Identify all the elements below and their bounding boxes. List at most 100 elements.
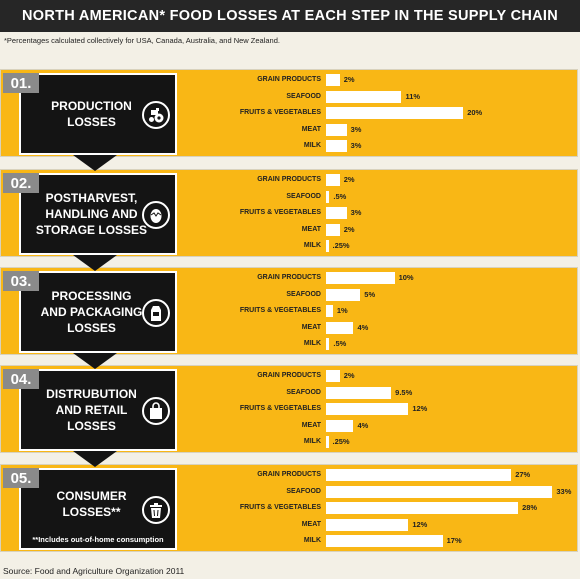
category-label: MILK <box>303 537 321 544</box>
stage-panel-1: PRODUCTION LOSSES 01. GRAIN PRODUCTS 2% SEAF… <box>0 69 578 157</box>
bar-row: SEAFOOD 5% <box>1 288 579 302</box>
value-label: .5% <box>333 339 347 348</box>
bar <box>326 485 553 498</box>
bar-row: MEAT 4% <box>1 419 579 433</box>
value-label: 28% <box>522 503 538 512</box>
bar-row: SEAFOOD .5% <box>1 190 579 204</box>
bar <box>326 107 464 119</box>
bar-row: MILK .25% <box>1 435 579 449</box>
value-label: 3% <box>350 124 362 134</box>
stage-title: CONSUMER LOSSES** <box>56 489 127 519</box>
stage-note: **Includes out-of-home consumption <box>32 535 164 544</box>
bar-row: MILK .25% <box>1 239 579 253</box>
bar-row: MILK 3% <box>1 139 579 153</box>
category-label: MILK <box>303 340 321 347</box>
shopping-bag-icon <box>142 397 170 425</box>
bar <box>326 190 330 203</box>
category-label: MEAT <box>301 421 321 429</box>
category-label: GRAIN PRODUCTS <box>257 372 321 379</box>
value-label: 2% <box>343 224 355 234</box>
bar-row: SEAFOOD 11% <box>1 90 579 104</box>
trash-can-icon <box>142 496 170 524</box>
bar <box>326 535 443 547</box>
value-label: .25% <box>332 241 350 250</box>
value-label: 5% <box>364 289 376 299</box>
bar <box>326 469 512 481</box>
bar-row: FRUITS & VEGETABLES 3% <box>1 206 579 220</box>
category-label: SEAFOOD <box>286 92 321 100</box>
stage-panel-3: PROCESSING AND PACKAGING LOSSES 03. GRAIN … <box>0 267 578 355</box>
bar <box>326 272 395 284</box>
bar <box>326 174 340 186</box>
value-label: 2% <box>343 75 355 84</box>
bar-row: MEAT 3% <box>1 123 579 137</box>
bar <box>326 436 329 448</box>
bar <box>326 140 347 152</box>
category-label: FRUITS & VEGETABLES <box>239 504 321 511</box>
value-label: 11% <box>405 91 421 101</box>
bar-row: FRUITS & VEGETABLES 20% <box>1 106 579 120</box>
bar-row: MILK 17% <box>1 534 579 548</box>
egg-icon <box>142 201 170 229</box>
tractor-icon <box>142 101 170 129</box>
bar <box>326 288 361 301</box>
bar <box>326 123 347 136</box>
stage-number: 05. <box>3 468 39 488</box>
value-label: 10% <box>398 273 414 282</box>
bar-row: GRAIN PRODUCTS 10% <box>1 271 579 285</box>
bar <box>326 240 329 252</box>
category-label: FRUITS & VEGETABLES <box>239 405 321 412</box>
value-label: 2% <box>343 175 355 184</box>
bar <box>326 90 402 103</box>
bar <box>326 370 340 382</box>
category-label: MILK <box>303 142 321 149</box>
category-label: FRUITS & VEGETABLES <box>239 209 321 216</box>
value-label: 9.5% <box>395 387 413 397</box>
stage-number: 03. <box>3 271 39 291</box>
value-label: 17% <box>446 536 462 545</box>
milk-carton-icon <box>142 299 170 327</box>
bar <box>326 207 347 219</box>
bar-row: FRUITS & VEGETABLES 28% <box>1 501 579 515</box>
stage-panel-5: CONSUMER LOSSES** **Includes out-of-home … <box>0 464 578 552</box>
bar-row: MEAT 2% <box>1 223 579 237</box>
flow-arrow-icon <box>73 451 117 467</box>
category-label: MEAT <box>301 520 321 528</box>
category-label: MEAT <box>301 125 321 133</box>
page-title: NORTH AMERICAN* FOOD LOSSES AT EACH STEP… <box>0 0 580 32</box>
value-label: 12% <box>412 404 428 413</box>
flow-arrow-icon <box>73 353 117 369</box>
value-label: 12% <box>412 519 428 529</box>
bar <box>326 305 333 317</box>
stage-number: 04. <box>3 369 39 389</box>
category-label: MEAT <box>301 323 321 331</box>
value-label: 3% <box>350 141 362 150</box>
category-label: GRAIN PRODUCTS <box>257 471 321 478</box>
category-label: SEAFOOD <box>286 388 321 396</box>
stage-box: PROCESSING AND PACKAGING LOSSES <box>19 271 177 353</box>
stage-number: 02. <box>3 173 39 193</box>
footnote: *Percentages calculated collectively for… <box>4 36 280 45</box>
bar-row: FRUITS & VEGETABLES 12% <box>1 402 579 416</box>
value-label: 1% <box>336 306 348 315</box>
bar <box>326 386 392 399</box>
bar <box>326 502 519 514</box>
stage-title: PROCESSING AND PACKAGING LOSSES <box>40 289 143 335</box>
stage-box: CONSUMER LOSSES** **Includes out-of-home … <box>19 468 177 550</box>
category-label: SEAFOOD <box>286 487 321 495</box>
bar-row: FRUITS & VEGETABLES 1% <box>1 304 579 318</box>
category-label: GRAIN PRODUCTS <box>257 274 321 281</box>
bar-row: GRAIN PRODUCTS 2% <box>1 369 579 383</box>
value-label: 20% <box>467 108 483 117</box>
value-label: .5% <box>333 191 347 201</box>
value-label: 4% <box>357 322 369 332</box>
bar <box>326 321 354 334</box>
value-label: 4% <box>357 420 369 430</box>
value-label: 33% <box>556 486 572 496</box>
stage-number: 01. <box>3 73 39 93</box>
category-label: GRAIN PRODUCTS <box>257 76 321 83</box>
value-label: 2% <box>343 371 355 380</box>
bar <box>326 338 330 350</box>
stage-title: DISTRUBUTION AND RETAIL LOSSES <box>46 387 137 433</box>
category-label: MEAT <box>301 225 321 233</box>
